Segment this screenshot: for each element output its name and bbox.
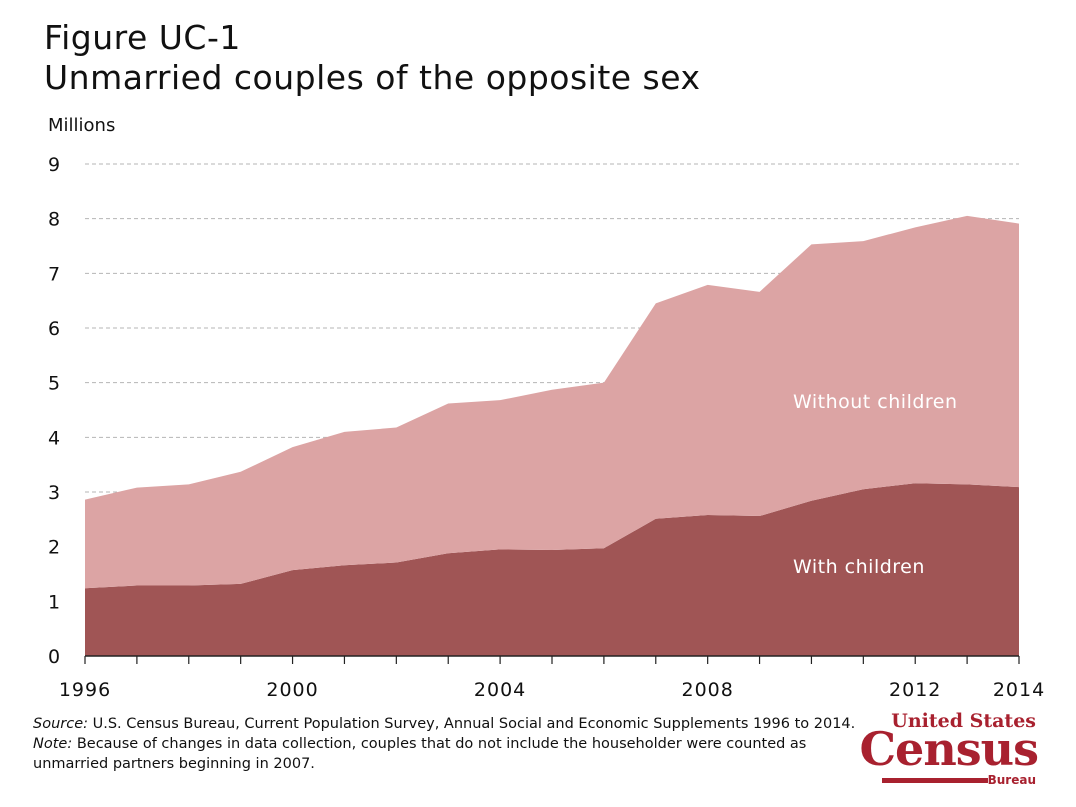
y-tick-label-9: 9: [48, 154, 60, 176]
y-tick-label-7: 7: [48, 263, 60, 285]
x-tick-label-2008: 2008: [681, 679, 733, 700]
axes: [84, 655, 1020, 664]
areas: [85, 215, 1019, 656]
series-label-without-children: Without children: [793, 391, 958, 413]
y-tick-label-0: 0: [48, 646, 60, 668]
note-text: Because of changes in data collection, c…: [33, 736, 807, 772]
note-label: Note:: [33, 736, 73, 752]
y-tick-label-1: 1: [48, 591, 60, 613]
series-label-with-children: With children: [793, 556, 925, 578]
x-tick-labels: 1996 2000 2004 2008 2012 2014: [59, 679, 1045, 700]
y-tick-label-2: 2: [48, 537, 60, 559]
source-text: U.S. Census Bureau, Current Population S…: [88, 716, 856, 732]
y-axis-label: Millions: [48, 115, 116, 136]
logo-united-states: United States: [891, 710, 1036, 732]
logo-bureau: Bureau: [987, 773, 1036, 787]
logo-underline: [882, 778, 988, 783]
y-tick-label-6: 6: [48, 318, 60, 340]
chart-notes: Source: U.S. Census Bureau, Current Popu…: [33, 714, 863, 774]
x-tick-label-2004: 2004: [474, 679, 526, 700]
source-note: Source: U.S. Census Bureau, Current Popu…: [33, 714, 863, 734]
chart-title: Figure UC-1: [44, 18, 241, 57]
y-tick-label-8: 8: [48, 209, 60, 231]
y-tick-label-4: 4: [48, 427, 60, 449]
y-tick-label-5: 5: [48, 373, 60, 395]
area-without-children: [85, 215, 1019, 589]
census-bureau-logo: United States Census Bureau: [859, 710, 1048, 790]
x-tick-label-2014: 2014: [993, 679, 1045, 700]
source-label: Source:: [33, 716, 89, 732]
chart-subtitle: Unmarried couples of the opposite sex: [44, 58, 701, 97]
y-tick-labels: 0 1 2 3 4 5 6 7 8 9: [48, 154, 60, 668]
x-tick-label-1996: 1996: [59, 679, 111, 700]
stacked-area-chart: 0 1 2 3 4 5 6 7 8 9 1996 2000 2004 2008 2012 2014 With…: [48, 154, 1045, 700]
y-tick-label-3: 3: [48, 482, 60, 504]
logo-census: Census: [859, 722, 1039, 776]
area-with-children: [85, 483, 1019, 656]
data-note: Note: Because of changes in data collect…: [33, 734, 863, 774]
x-tick-label-2012: 2012: [889, 679, 941, 700]
x-tick-label-2000: 2000: [266, 679, 318, 700]
